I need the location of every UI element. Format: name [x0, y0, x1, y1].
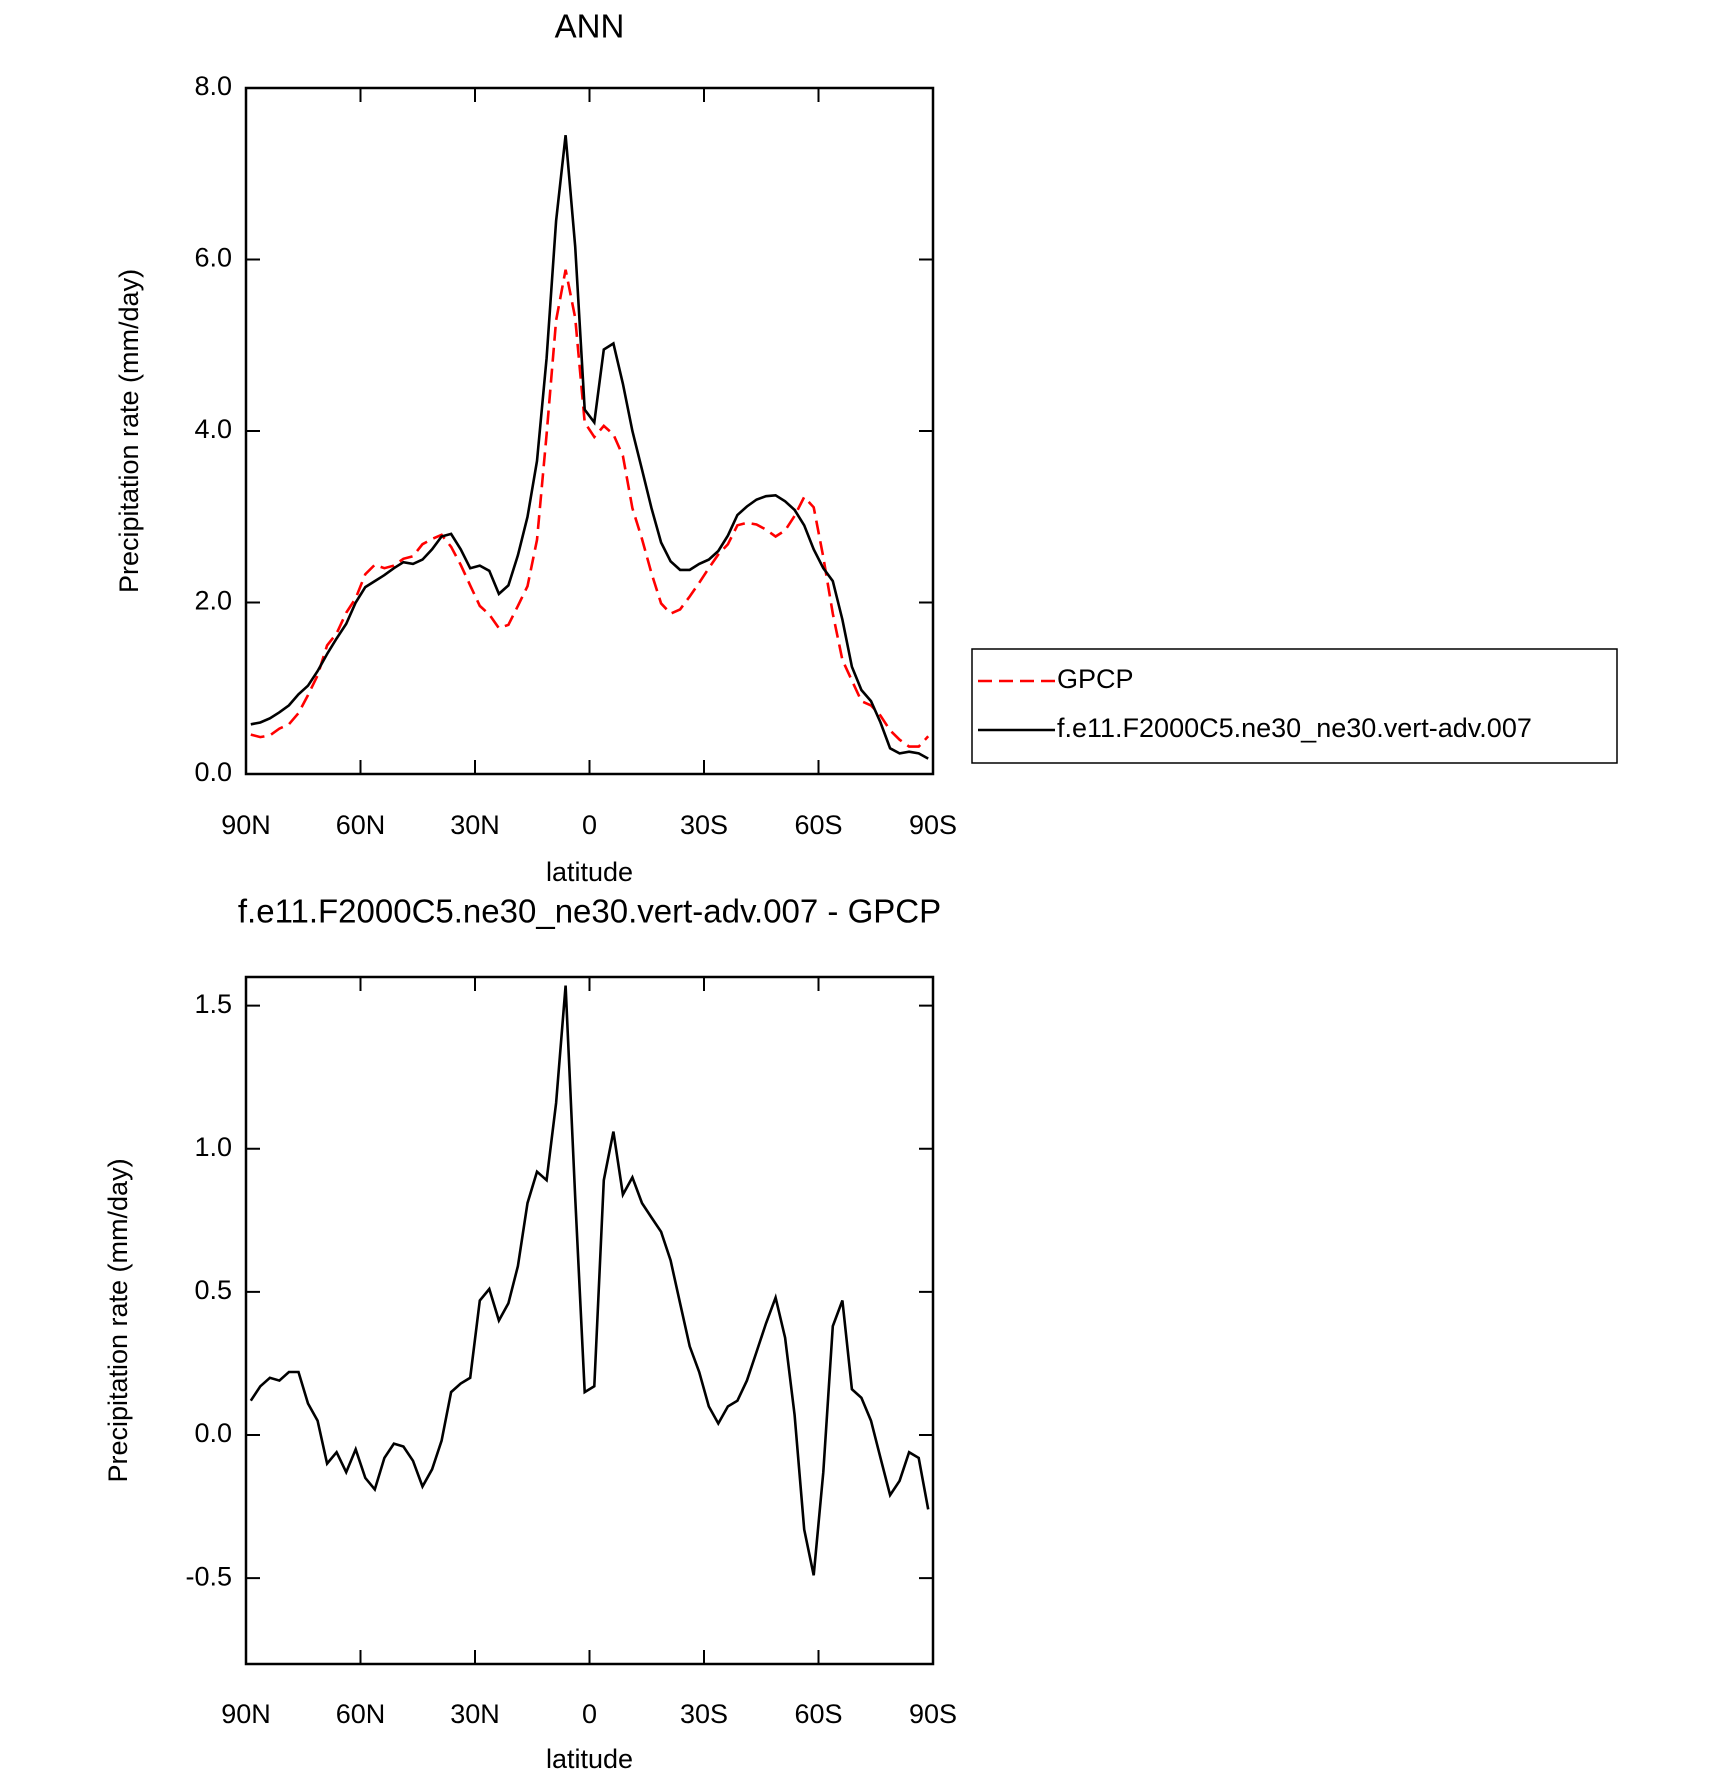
chart-title: ANN [555, 8, 625, 45]
data-line [250, 135, 929, 760]
x-tick-label: 0 [582, 1699, 597, 1729]
legend-label: f.e11.F2000C5.ne30_ne30.vert-adv.007 [1057, 713, 1532, 743]
x-tick-label: 90N [221, 810, 271, 840]
x-tick-label: 30N [450, 810, 500, 840]
x-tick-label: 90S [909, 810, 957, 840]
x-tick-label: 30N [450, 1699, 500, 1729]
y-axis-label: Precipitation rate (mm/day) [103, 1158, 133, 1482]
y-tick-label: 0.0 [194, 1418, 232, 1448]
legend-label: GPCP [1057, 664, 1134, 694]
y-tick-label: -0.5 [185, 1561, 232, 1591]
x-tick-label: 60N [336, 1699, 386, 1729]
x-tick-label: 0 [582, 810, 597, 840]
x-tick-label: 30S [680, 1699, 728, 1729]
x-tick-label: 30S [680, 810, 728, 840]
y-tick-label: 1.5 [194, 989, 232, 1019]
x-tick-label: 90N [221, 1699, 271, 1729]
y-tick-label: 0.0 [194, 757, 232, 787]
data-line [250, 269, 930, 748]
y-tick-label: 0.5 [194, 1275, 232, 1305]
x-axis-label: latitude [546, 1744, 633, 1774]
y-tick-label: 2.0 [194, 586, 232, 616]
plot-frame [244, 975, 935, 1666]
y-tick-label: 1.0 [194, 1132, 232, 1162]
y-tick-label: 8.0 [194, 71, 232, 101]
x-tick-label: 60N [336, 810, 386, 840]
y-axis-label: Precipitation rate (mm/day) [114, 269, 144, 593]
legend-box [971, 648, 1618, 764]
y-tick-label: 6.0 [194, 243, 232, 273]
x-tick-label: 60S [794, 810, 842, 840]
y-tick-label: 4.0 [194, 414, 232, 444]
x-tick-label: 60S [794, 1699, 842, 1729]
x-tick-label: 90S [909, 1699, 957, 1729]
x-axis-label: latitude [546, 857, 633, 887]
data-line [249, 985, 930, 1576]
chart-title: f.e11.F2000C5.ne30_ne30.vert-adv.007 - G… [238, 893, 941, 930]
